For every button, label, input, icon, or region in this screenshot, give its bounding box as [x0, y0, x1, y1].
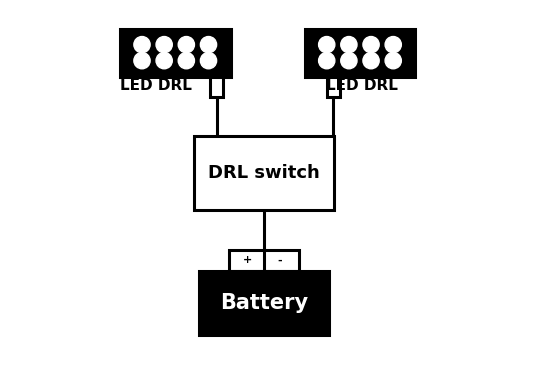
Circle shape [134, 53, 150, 69]
Circle shape [156, 36, 172, 53]
Bar [194, 136, 334, 210]
Text: -: - [278, 255, 282, 266]
Circle shape [341, 53, 357, 69]
Bar [327, 76, 340, 97]
Text: Battery: Battery [220, 293, 308, 313]
Bar [210, 76, 223, 97]
Circle shape [178, 53, 195, 69]
Bar [120, 28, 230, 76]
Circle shape [200, 36, 217, 53]
Circle shape [363, 53, 379, 69]
Text: DRL switch: DRL switch [208, 164, 320, 182]
Circle shape [200, 53, 217, 69]
Circle shape [318, 53, 335, 69]
Circle shape [385, 36, 402, 53]
Circle shape [385, 53, 402, 69]
Circle shape [318, 36, 335, 53]
Text: LED DRL: LED DRL [326, 78, 398, 93]
Text: LED DRL: LED DRL [120, 78, 192, 93]
Circle shape [178, 36, 195, 53]
Text: +: + [243, 255, 252, 266]
Circle shape [363, 36, 379, 53]
Bar [229, 250, 299, 271]
Bar [199, 271, 328, 335]
Circle shape [134, 36, 150, 53]
Bar [305, 28, 415, 76]
Circle shape [156, 53, 172, 69]
Circle shape [341, 36, 357, 53]
